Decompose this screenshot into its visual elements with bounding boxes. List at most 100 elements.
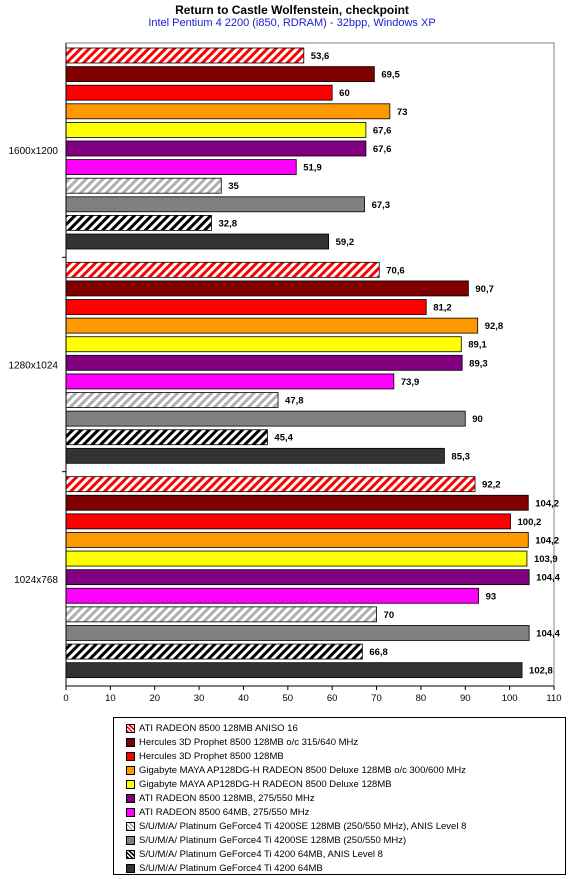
x-tick-label: 90 xyxy=(460,693,471,704)
bar xyxy=(65,336,462,353)
data-label: 81,2 xyxy=(433,303,452,314)
data-label: 70 xyxy=(384,610,395,621)
data-label: 103,9 xyxy=(534,554,558,565)
legend-swatch xyxy=(126,793,135,803)
data-label: 67,6 xyxy=(373,125,392,136)
category-label: 1600x1200 xyxy=(9,146,59,157)
legend-label: Hercules 3D Prophet 8500 128MB o/c 315/6… xyxy=(139,736,359,748)
bar xyxy=(65,550,528,567)
legend-item: ATI RADEON 8500 128MB, 275/550 MHz xyxy=(126,791,565,805)
x-tick-label: 100 xyxy=(502,693,518,704)
data-label: 104,2 xyxy=(535,535,559,546)
data-label: 67,6 xyxy=(373,144,392,155)
bar xyxy=(65,233,330,250)
bar xyxy=(65,354,463,371)
bar xyxy=(65,280,469,297)
legend-label: Gigabyte MAYA AP128DG-H RADEON 8500 Delu… xyxy=(139,778,392,790)
data-label: 89,3 xyxy=(469,358,488,369)
legend-item: Hercules 3D Prophet 8500 128MB xyxy=(126,749,565,763)
data-label: 100,2 xyxy=(518,517,542,528)
legend-item: Hercules 3D Prophet 8500 128MB o/c 315/6… xyxy=(126,735,565,749)
legend-label: ATI RADEON 8500 64MB, 275/550 MHz xyxy=(139,806,310,818)
legend-label: ATI RADEON 8500 128MB ANISO 16 xyxy=(139,722,298,734)
legend-item: ATI RADEON 8500 128MB ANISO 16 xyxy=(126,721,565,735)
bar xyxy=(65,447,445,464)
legend-label: S/U/M/A/ Platinum GeForce4 Ti 4200SE 128… xyxy=(139,834,407,846)
legend-swatch xyxy=(126,807,135,817)
data-label: 51,9 xyxy=(303,163,322,174)
data-label: 69,5 xyxy=(381,70,400,81)
bar xyxy=(65,410,466,427)
data-label: 60 xyxy=(339,88,350,99)
legend-label: S/U/M/A/ Platinum GeForce4 Ti 4200 64MB,… xyxy=(139,848,383,860)
data-label: 92,8 xyxy=(485,321,504,332)
data-label: 104,4 xyxy=(536,628,560,639)
category-label: 1024x768 xyxy=(14,575,58,586)
bar xyxy=(65,643,363,660)
x-tick-label: 0 xyxy=(63,693,68,704)
chart-subtitle: Intel Pentium 4 2200 (i850, RDRAM) - 32b… xyxy=(148,17,436,29)
legend-swatch xyxy=(126,723,135,733)
bar xyxy=(65,429,268,446)
x-tick-label: 70 xyxy=(371,693,382,704)
bar xyxy=(65,261,380,278)
x-tick-label: 10 xyxy=(105,693,116,704)
bar xyxy=(65,159,297,176)
legend-swatch xyxy=(126,779,135,789)
data-label: 45,4 xyxy=(274,433,293,444)
data-label: 67,3 xyxy=(372,200,391,211)
legend-swatch xyxy=(126,835,135,845)
legend-item: S/U/M/A/ Platinum GeForce4 Ti 4200 64MB,… xyxy=(126,847,565,861)
data-label: 89,1 xyxy=(468,340,487,351)
chart-legend: ATI RADEON 8500 128MB ANISO 16 Hercules 3… xyxy=(113,717,566,875)
data-label: 70,6 xyxy=(386,265,405,276)
data-label: 85,3 xyxy=(451,451,470,462)
bar xyxy=(65,513,511,530)
legend-label: Gigabyte MAYA AP128DG-H RADEON 8500 Delu… xyxy=(139,764,467,776)
bar xyxy=(65,587,479,604)
bar xyxy=(65,299,427,315)
bar xyxy=(65,392,279,408)
legend-item: S/U/M/A/ Platinum GeForce4 Ti 4200SE 128… xyxy=(126,833,565,847)
data-label: 73 xyxy=(397,107,408,118)
data-label: 47,8 xyxy=(285,396,304,407)
data-label: 92,2 xyxy=(482,480,501,491)
legend-label: S/U/M/A/ Platinum GeForce4 Ti 4200 64MB xyxy=(139,862,323,874)
x-tick-label: 50 xyxy=(283,693,294,704)
data-label: 104,4 xyxy=(536,573,560,584)
legend-label: ATI RADEON 8500 128MB, 275/550 MHz xyxy=(139,792,315,804)
bar xyxy=(65,196,365,213)
bar xyxy=(65,625,530,641)
bar xyxy=(65,494,529,511)
bar xyxy=(65,66,375,82)
legend-swatch xyxy=(126,751,135,761)
bar xyxy=(65,373,395,390)
bar xyxy=(65,140,367,157)
legend-swatch xyxy=(126,765,135,775)
data-label: 35 xyxy=(228,181,239,192)
legend-swatch xyxy=(126,849,135,859)
x-tick-label: 40 xyxy=(238,693,249,704)
legend-item: Gigabyte MAYA AP128DG-H RADEON 8500 Delu… xyxy=(126,777,565,791)
bar xyxy=(65,103,391,120)
bar xyxy=(65,532,529,548)
x-tick-label: 110 xyxy=(546,693,561,704)
category-label: 1280x1024 xyxy=(9,361,59,372)
legend-item: S/U/M/A/ Platinum GeForce4 Ti 4200SE 128… xyxy=(126,819,565,833)
bar xyxy=(65,47,305,64)
chart-title: Return to Castle Wolfenstein, checkpoint xyxy=(175,3,409,17)
bar xyxy=(65,476,476,493)
bar xyxy=(65,214,212,231)
legend-label: Hercules 3D Prophet 8500 128MB xyxy=(139,750,284,762)
x-tick-label: 60 xyxy=(327,693,338,704)
x-tick-label: 30 xyxy=(194,693,205,704)
legend-swatch xyxy=(126,863,135,873)
bar xyxy=(65,122,367,138)
data-label: 93 xyxy=(486,591,497,602)
bar-chart: 53,6 69,5 60 73 67,6 67,6 51,9 35 67,3 32,8 59,2 70… xyxy=(9,42,562,704)
data-label: 102,8 xyxy=(529,666,553,677)
x-tick-label: 80 xyxy=(416,693,427,704)
bar xyxy=(65,177,222,194)
legend-label: S/U/M/A/ Platinum GeForce4 Ti 4200SE 128… xyxy=(139,820,467,832)
bar xyxy=(65,84,333,101)
